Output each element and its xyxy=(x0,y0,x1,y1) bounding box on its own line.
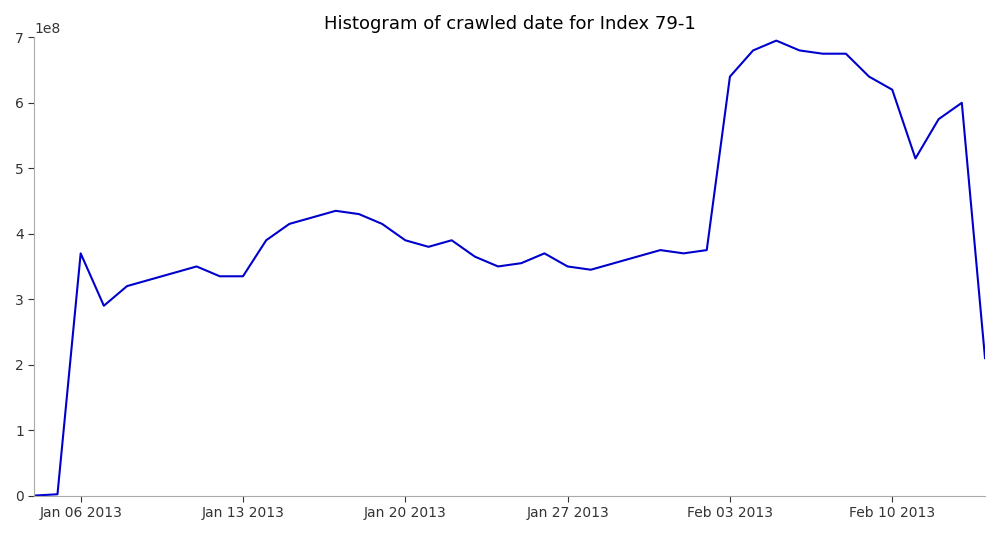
Title: Histogram of crawled date for Index 79-1: Histogram of crawled date for Index 79-1 xyxy=(324,15,696,33)
